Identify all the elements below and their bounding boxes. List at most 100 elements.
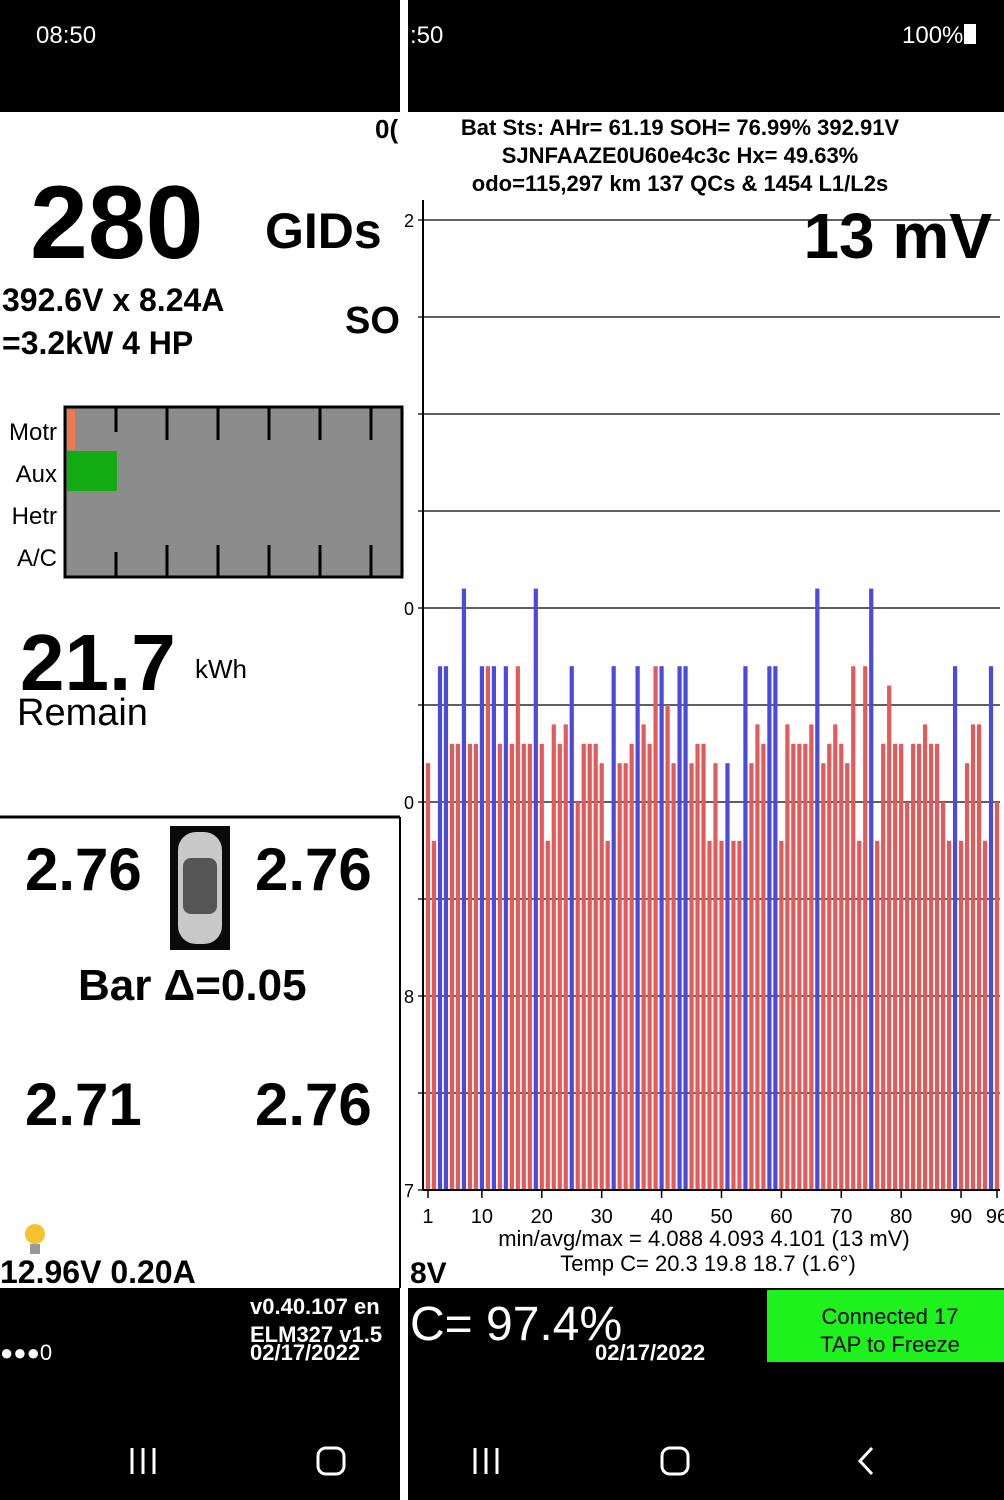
bar xyxy=(982,840,988,1190)
battery-icon xyxy=(964,24,976,44)
bar xyxy=(737,840,742,1190)
bar xyxy=(479,666,484,1190)
left-panel xyxy=(0,112,400,1288)
bar xyxy=(599,763,604,1190)
bulb-icon xyxy=(25,1224,45,1244)
power-line: =3.2kW 4 HP xyxy=(2,325,193,361)
bar xyxy=(683,666,688,1190)
bar xyxy=(827,743,832,1190)
bar xyxy=(839,743,844,1190)
bar xyxy=(653,666,658,1190)
bar xyxy=(707,840,712,1190)
date: 02/17/2022 xyxy=(250,1340,360,1365)
bar xyxy=(467,743,473,1190)
x-tick-label: 20 xyxy=(531,1206,553,1228)
header-line: Bat Sts: AHr= 61.19 SOH= 76.99% 392.91V xyxy=(461,115,900,140)
bar xyxy=(958,840,964,1190)
gids-value: 280 xyxy=(30,165,204,281)
bar xyxy=(593,743,598,1190)
bar xyxy=(785,724,790,1190)
nav-recents[interactable] xyxy=(130,1448,156,1474)
bar xyxy=(641,724,646,1190)
stats: min/avg/max = 4.088 4.093 4.101 (13 mV) xyxy=(498,1226,910,1251)
bar xyxy=(425,763,431,1190)
tire-pressure: 2.71 xyxy=(25,1071,142,1138)
bar xyxy=(473,743,479,1190)
energy-label: Remain xyxy=(17,692,148,734)
bar xyxy=(875,840,880,1190)
bar xyxy=(533,588,538,1190)
soc-fragment: SO xyxy=(345,300,400,342)
dots: ●●●0 xyxy=(0,1340,52,1365)
bar xyxy=(761,743,766,1190)
bar xyxy=(935,743,940,1190)
x-tick-label: 80 xyxy=(890,1206,912,1228)
bar xyxy=(581,743,586,1190)
bar xyxy=(629,743,634,1190)
bar xyxy=(791,743,796,1190)
header-line: SJNFAAZE0U60e4c3c Hx= 49.63% xyxy=(502,143,859,168)
bar xyxy=(539,743,544,1190)
bar xyxy=(869,588,874,1190)
divider xyxy=(400,0,408,1500)
bar xyxy=(833,724,838,1190)
bar xyxy=(899,743,904,1190)
bar xyxy=(701,743,706,1190)
tire-pressure: 2.76 xyxy=(255,1071,372,1138)
bar xyxy=(970,724,976,1190)
tire-info: Bar Δ=0.05 xyxy=(78,961,307,1010)
power-gauge xyxy=(63,405,404,579)
bar xyxy=(695,743,700,1190)
bar xyxy=(713,763,718,1190)
bar xyxy=(941,802,946,1190)
nav-back[interactable] xyxy=(857,1446,874,1476)
adapter: ELM327 v1.5 xyxy=(250,1322,382,1347)
bar xyxy=(563,724,568,1190)
version: v0.40.107 en xyxy=(250,1294,380,1319)
bar xyxy=(964,763,970,1190)
bar xyxy=(851,666,856,1190)
mask xyxy=(404,112,410,142)
x-tick-label: 96 xyxy=(986,1206,1004,1228)
bar xyxy=(509,743,514,1190)
connection[interactable]: Connected 17 xyxy=(822,1304,959,1329)
freeze[interactable]: TAP to Freeze xyxy=(820,1332,960,1357)
gauge-label: Motr xyxy=(9,419,57,446)
bar xyxy=(605,840,610,1190)
bar xyxy=(779,840,784,1190)
bar xyxy=(797,743,802,1190)
gauge-label: A/C xyxy=(17,545,57,572)
bar xyxy=(485,666,490,1190)
y-tick-label: 7 xyxy=(404,1181,414,1201)
x-tick-label: 1 xyxy=(422,1206,433,1228)
status-time: 08:50 xyxy=(36,22,96,49)
y-tick-label: 2 xyxy=(404,211,414,231)
bar xyxy=(803,743,808,1190)
bar xyxy=(671,763,676,1190)
bar xyxy=(659,666,664,1190)
status-battery: 100% xyxy=(902,22,963,49)
status-time: :50 xyxy=(410,22,443,49)
connection-button[interactable] xyxy=(767,1289,1004,1367)
nav-home[interactable] xyxy=(316,1446,346,1476)
bar xyxy=(887,685,892,1190)
tire-pressure: 2.76 xyxy=(255,836,372,903)
gauge-bar xyxy=(67,410,75,450)
bar xyxy=(767,666,772,1190)
bar xyxy=(893,743,898,1190)
bar xyxy=(503,666,508,1190)
bar xyxy=(773,666,778,1190)
bar xyxy=(994,802,1000,1190)
bar xyxy=(911,743,916,1190)
bar xyxy=(461,588,467,1190)
y-tick-label: 8 xyxy=(404,987,414,1007)
nav-home[interactable] xyxy=(660,1446,690,1476)
x-tick-label: 70 xyxy=(830,1206,852,1228)
bar xyxy=(569,666,574,1190)
y-tick-label: 0 xyxy=(404,793,414,813)
nav-recents[interactable] xyxy=(473,1448,499,1474)
temps: Temp C= 20.3 19.8 18.7 (1.6°) xyxy=(560,1251,856,1276)
energy-unit: kWh xyxy=(195,654,247,684)
